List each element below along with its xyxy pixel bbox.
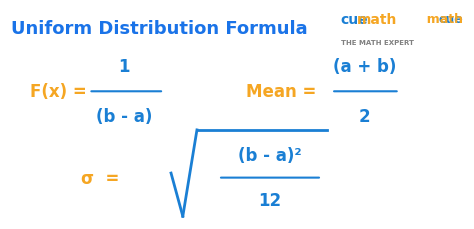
Text: cue: cue [438,13,463,26]
Text: σ  =: σ = [82,169,120,187]
Text: (b - a)²: (b - a)² [238,146,302,164]
Text: Uniform Distribution Formula: Uniform Distribution Formula [11,19,308,37]
Text: Mean =: Mean = [246,83,317,101]
Text: math: math [383,13,463,26]
Text: 2: 2 [358,108,370,126]
Text: (a + b): (a + b) [333,58,396,76]
Text: THE MATH EXPERT: THE MATH EXPERT [341,40,414,46]
Text: F(x) =: F(x) = [30,83,86,101]
Text: math: math [357,13,398,27]
Text: cue: cue [341,13,368,27]
Text: 12: 12 [258,191,282,210]
Text: 1: 1 [118,58,130,76]
Text: (b - a): (b - a) [96,108,152,126]
